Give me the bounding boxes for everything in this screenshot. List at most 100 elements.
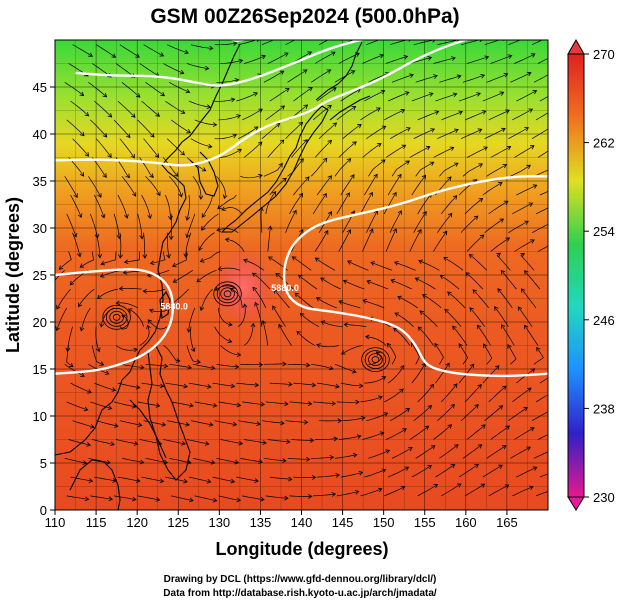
streamline-arrowhead xyxy=(155,497,161,502)
streamline-arrowhead xyxy=(167,215,173,221)
streamline xyxy=(462,74,485,83)
streamline-arrowhead xyxy=(206,104,212,110)
streamline xyxy=(368,72,390,83)
streamline-arrowhead xyxy=(550,166,554,170)
streamline-arrowhead xyxy=(408,40,411,42)
streamline xyxy=(212,98,235,102)
cyclone-swirl xyxy=(368,353,383,367)
streamline-arrowhead xyxy=(132,496,137,502)
streamline-arrowhead xyxy=(428,92,434,97)
streamline xyxy=(265,495,288,499)
streamline-arrowhead xyxy=(222,194,228,200)
streamline xyxy=(334,454,357,459)
streamline xyxy=(196,269,217,283)
streamline xyxy=(362,432,384,440)
streamline-arrowhead xyxy=(530,368,536,373)
streamline-arrowhead xyxy=(397,173,402,179)
streamline xyxy=(218,267,241,271)
streamline-arrowhead xyxy=(260,401,265,407)
streamline xyxy=(510,446,531,459)
streamline-arrowhead xyxy=(296,330,301,336)
streamline-arrowhead xyxy=(456,483,462,488)
streamline xyxy=(72,44,93,57)
streamline xyxy=(70,100,89,117)
streamline-arrowhead xyxy=(350,174,355,179)
streamline xyxy=(338,435,361,440)
streamline xyxy=(171,495,194,502)
streamline-arrowhead xyxy=(499,91,505,96)
streamline-arrowhead xyxy=(528,485,534,491)
streamline-arrowhead xyxy=(95,347,101,353)
streamline-arrowhead xyxy=(517,306,523,311)
colorbar-tick-label: 238 xyxy=(593,401,615,416)
streamline-arrowhead xyxy=(140,364,145,370)
streamline xyxy=(510,72,532,83)
streamline xyxy=(141,476,164,482)
coastline-korea xyxy=(189,151,219,197)
x-tick-label: 140 xyxy=(291,515,313,530)
streamline xyxy=(317,382,340,388)
streamline-arrowhead xyxy=(308,87,313,92)
streamline xyxy=(121,176,137,197)
streamline-arrowhead xyxy=(524,127,529,132)
streamline xyxy=(387,174,402,196)
streamline-arrowhead xyxy=(279,70,285,75)
streamline-arrowhead xyxy=(408,447,413,452)
streamline xyxy=(265,105,285,121)
streamline-arrowhead xyxy=(238,58,244,64)
streamline-arrowhead xyxy=(184,49,189,55)
streamline xyxy=(320,277,341,290)
streamline-arrowhead xyxy=(210,365,216,371)
streamline-arrowhead xyxy=(159,383,165,389)
streamline-arrowhead xyxy=(556,90,560,94)
cyclone-swirl xyxy=(102,304,131,330)
streamline xyxy=(269,177,287,196)
streamline xyxy=(113,495,136,500)
streamline-arrowhead xyxy=(524,270,529,275)
streamline xyxy=(143,138,159,158)
streamline xyxy=(267,139,285,158)
streamline xyxy=(170,288,190,305)
streamline-arrowhead xyxy=(385,449,391,454)
streamline-arrowhead xyxy=(254,301,259,307)
streamline-arrowhead xyxy=(256,421,261,427)
streamline-arrowhead xyxy=(79,91,85,96)
streamline-arrowhead xyxy=(452,325,457,331)
contour-line xyxy=(55,40,471,167)
streamline-arrowhead xyxy=(282,361,287,367)
streamline-arrowhead xyxy=(113,423,119,428)
streamline-arrowhead xyxy=(369,228,374,234)
streamline-arrowhead xyxy=(83,406,89,412)
streamline-arrowhead xyxy=(243,258,248,264)
streamline-arrowhead xyxy=(351,368,357,374)
streamline-arrowhead xyxy=(484,55,490,61)
streamline-arrowhead xyxy=(445,362,450,368)
y-tick-label: 25 xyxy=(33,268,47,283)
streamline-arrowhead xyxy=(262,440,267,445)
streamline xyxy=(117,476,140,482)
streamline xyxy=(238,420,261,425)
streamline xyxy=(254,302,263,327)
streamline-arrowhead xyxy=(430,445,436,450)
streamline xyxy=(466,234,485,252)
streamline xyxy=(490,237,510,252)
streamline xyxy=(173,270,194,283)
streamline xyxy=(238,126,259,140)
streamline-arrowhead xyxy=(80,131,85,137)
streamline-arrowhead xyxy=(446,176,452,181)
streamline-arrowhead xyxy=(447,424,453,429)
streamline-arrowhead xyxy=(258,459,263,464)
streamline-arrowhead xyxy=(472,289,478,294)
streamline xyxy=(113,119,131,138)
streamline xyxy=(460,128,482,140)
streamline xyxy=(496,252,511,271)
x-tick-label: 130 xyxy=(208,515,230,530)
streamline xyxy=(66,495,89,500)
streamline-arrowhead xyxy=(536,346,541,352)
streamline xyxy=(216,228,239,233)
streamline-arrowhead xyxy=(548,222,552,226)
streamline xyxy=(342,417,365,422)
streamline-arrowhead xyxy=(284,87,290,93)
contour-label: 5880.0 xyxy=(160,302,188,312)
streamline-arrowhead xyxy=(400,485,406,491)
